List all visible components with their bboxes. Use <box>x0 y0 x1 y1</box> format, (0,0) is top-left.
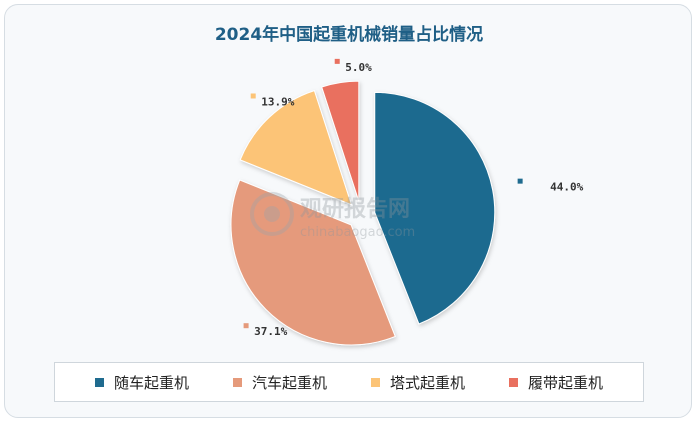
pie-slice <box>374 91 496 325</box>
legend-label: 随车起重机 <box>113 373 189 392</box>
watermark-cn: 观研报告网 <box>300 197 410 222</box>
legend-swatch <box>370 377 380 387</box>
pie-slice <box>230 179 396 346</box>
legend-label: 履带起重机 <box>527 373 603 392</box>
data-label: 37.1% <box>254 325 287 338</box>
data-label-marker <box>250 93 256 99</box>
legend-label: 塔式起重机 <box>389 373 465 392</box>
pie-slice <box>321 80 360 202</box>
watermark: 观研报告网 chinabaogao.com <box>250 192 415 240</box>
legend-swatch <box>508 377 518 387</box>
legend-item: 履带起重机 <box>508 372 603 393</box>
legend-swatch <box>94 377 104 387</box>
watermark-en: chinabaogao.com <box>300 225 415 240</box>
data-label-marker <box>243 323 249 329</box>
legend-item: 随车起重机 <box>94 372 189 393</box>
data-label: 13.9% <box>261 95 294 108</box>
legend-label: 汽车起重机 <box>251 373 327 392</box>
legend-item: 汽车起重机 <box>232 372 327 393</box>
data-label-marker <box>334 58 340 64</box>
data-label: 5.0% <box>345 61 372 74</box>
data-label-marker <box>517 178 523 184</box>
pie-slice <box>239 90 353 206</box>
chart-frame <box>4 4 692 418</box>
data-label: 44.0% <box>550 181 583 194</box>
chart-title: 2024年中国起重机械销量占比情况 <box>214 25 484 45</box>
legend-swatch <box>232 377 242 387</box>
legend: 随车起重机 汽车起重机 塔式起重机 履带起重机 <box>54 362 644 402</box>
legend-item: 塔式起重机 <box>370 372 465 393</box>
